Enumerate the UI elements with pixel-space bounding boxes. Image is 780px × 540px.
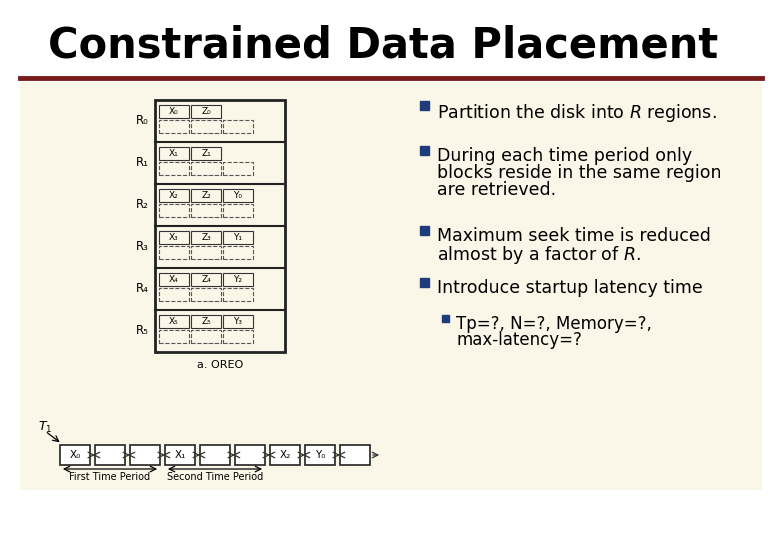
Text: are retrieved.: are retrieved. bbox=[437, 181, 556, 199]
Text: blocks reside in the same region: blocks reside in the same region bbox=[437, 164, 722, 182]
Bar bbox=[223, 315, 253, 328]
Bar bbox=[223, 231, 253, 244]
Text: During each time period only: During each time period only bbox=[437, 147, 692, 165]
Text: . . .: . . . bbox=[207, 336, 222, 346]
Bar bbox=[191, 120, 221, 133]
Bar bbox=[223, 204, 253, 217]
Bar bbox=[223, 162, 253, 175]
Bar bbox=[420, 101, 429, 110]
Text: Y₀: Y₀ bbox=[233, 191, 243, 200]
Bar bbox=[191, 246, 221, 259]
Text: R₀: R₀ bbox=[136, 114, 149, 127]
Text: Z₃: Z₃ bbox=[201, 233, 211, 242]
Bar bbox=[270, 445, 300, 465]
Text: X₄: X₄ bbox=[169, 275, 179, 284]
Bar bbox=[159, 330, 189, 343]
Bar bbox=[223, 120, 253, 133]
Bar bbox=[191, 189, 221, 202]
Text: X₂: X₂ bbox=[279, 450, 291, 460]
Bar bbox=[159, 315, 189, 328]
Bar bbox=[442, 315, 449, 322]
Text: R₃: R₃ bbox=[136, 240, 149, 253]
Text: Y₂: Y₂ bbox=[233, 275, 243, 284]
Bar bbox=[223, 189, 253, 202]
Bar bbox=[223, 330, 253, 343]
Bar bbox=[159, 162, 189, 175]
Bar bbox=[191, 288, 221, 301]
Bar bbox=[191, 204, 221, 217]
Bar bbox=[340, 445, 370, 465]
Text: R₄: R₄ bbox=[136, 282, 149, 295]
Bar bbox=[420, 226, 429, 235]
Bar bbox=[200, 445, 230, 465]
Text: First Time Period: First Time Period bbox=[69, 472, 151, 482]
Text: X₃: X₃ bbox=[169, 233, 179, 242]
Text: X₅: X₅ bbox=[169, 317, 179, 326]
Text: R₅: R₅ bbox=[136, 325, 149, 338]
Bar bbox=[130, 445, 160, 465]
Text: Z₂: Z₂ bbox=[201, 191, 211, 200]
Text: max-latency=?: max-latency=? bbox=[456, 331, 582, 349]
Text: . . .: . . . bbox=[207, 294, 222, 304]
Bar bbox=[155, 100, 285, 352]
Text: X₁: X₁ bbox=[169, 149, 179, 158]
Bar bbox=[159, 120, 189, 133]
Bar bbox=[159, 231, 189, 244]
Bar bbox=[20, 82, 762, 490]
Bar bbox=[159, 246, 189, 259]
Text: Z₅: Z₅ bbox=[201, 317, 211, 326]
Text: X₁: X₁ bbox=[174, 450, 186, 460]
Text: Y₃: Y₃ bbox=[233, 317, 243, 326]
Bar bbox=[305, 445, 335, 465]
Bar bbox=[420, 146, 429, 155]
Text: Z₀: Z₀ bbox=[201, 107, 211, 116]
Bar bbox=[159, 189, 189, 202]
Text: almost by a factor of $R$.: almost by a factor of $R$. bbox=[437, 244, 641, 266]
Bar bbox=[223, 246, 253, 259]
Text: . . .: . . . bbox=[207, 252, 222, 262]
Bar bbox=[159, 147, 189, 160]
Bar bbox=[420, 278, 429, 287]
Text: Tp=?, N=?, Memory=?,: Tp=?, N=?, Memory=?, bbox=[456, 315, 652, 333]
Text: R₁: R₁ bbox=[136, 157, 149, 170]
Text: Y₀: Y₀ bbox=[315, 450, 325, 460]
Bar bbox=[95, 445, 125, 465]
Bar bbox=[223, 273, 253, 286]
Bar bbox=[191, 105, 221, 118]
Bar bbox=[191, 231, 221, 244]
Text: Introduce startup latency time: Introduce startup latency time bbox=[437, 279, 703, 297]
Bar bbox=[159, 288, 189, 301]
Text: Partition the disk into $R$ regions.: Partition the disk into $R$ regions. bbox=[437, 102, 717, 124]
Text: . . .: . . . bbox=[207, 168, 222, 178]
Text: Maximum seek time is reduced: Maximum seek time is reduced bbox=[437, 227, 711, 245]
Bar bbox=[191, 315, 221, 328]
Text: X₂: X₂ bbox=[169, 191, 179, 200]
Bar bbox=[165, 445, 195, 465]
Bar bbox=[191, 273, 221, 286]
Text: . . .: . . . bbox=[207, 126, 222, 136]
Bar bbox=[223, 288, 253, 301]
Bar bbox=[235, 445, 265, 465]
Bar bbox=[191, 330, 221, 343]
Bar bbox=[159, 273, 189, 286]
Text: $T_1$: $T_1$ bbox=[38, 420, 52, 435]
Text: X₀: X₀ bbox=[69, 450, 80, 460]
Bar bbox=[159, 105, 189, 118]
Text: Z₄: Z₄ bbox=[201, 275, 211, 284]
Bar bbox=[191, 147, 221, 160]
Text: Y₁: Y₁ bbox=[233, 233, 243, 242]
Bar bbox=[159, 204, 189, 217]
Text: a. OREO: a. OREO bbox=[197, 360, 243, 370]
Text: X₀: X₀ bbox=[169, 107, 179, 116]
Text: Constrained Data Placement: Constrained Data Placement bbox=[48, 25, 718, 67]
Text: . . .: . . . bbox=[207, 210, 222, 220]
Bar bbox=[191, 162, 221, 175]
Bar bbox=[60, 445, 90, 465]
Text: Z₁: Z₁ bbox=[201, 149, 211, 158]
Text: Second Time Period: Second Time Period bbox=[167, 472, 263, 482]
Text: R₂: R₂ bbox=[136, 199, 149, 212]
